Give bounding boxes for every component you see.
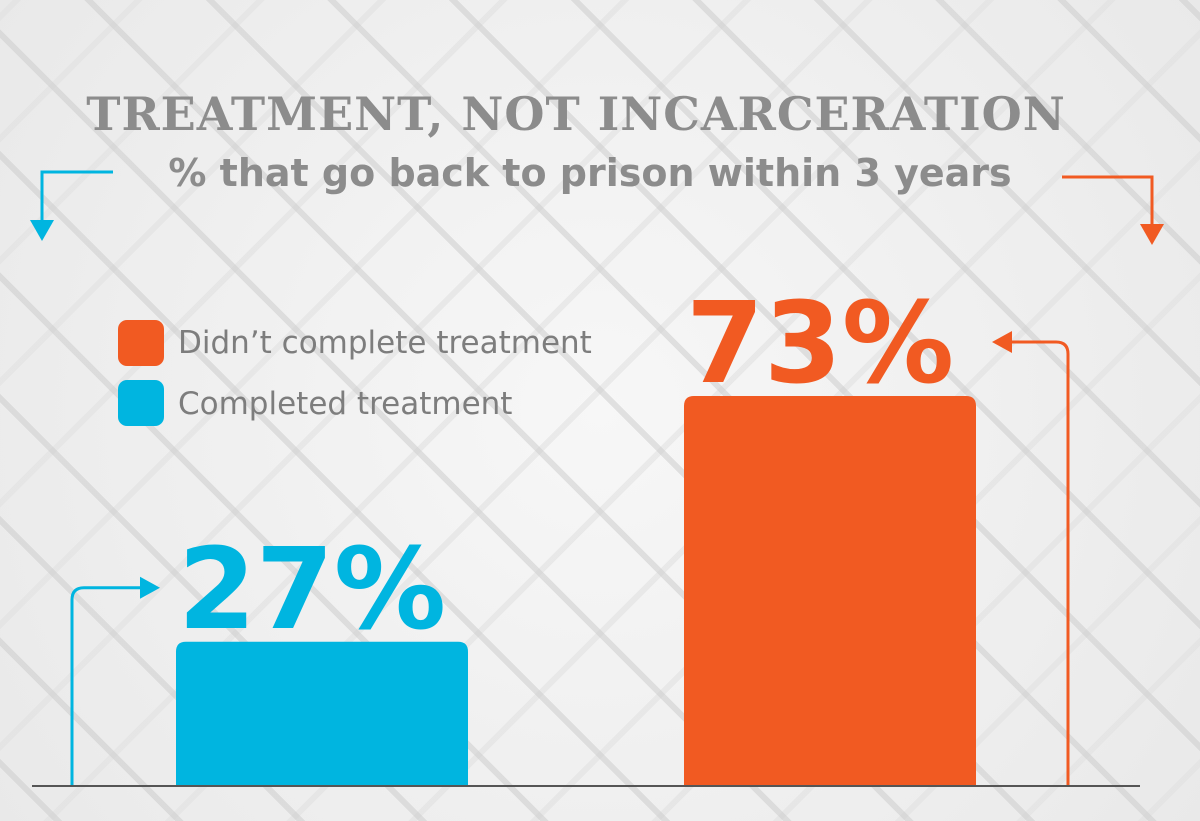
legend-swatch-not-completed <box>118 320 164 366</box>
left-arrow-icon <box>30 170 113 241</box>
chart-subtitle: % that go back to prison within 3 years <box>168 151 1011 195</box>
data-label-completed: 27% <box>178 525 446 655</box>
connector-line-completed <box>70 586 142 786</box>
legend-label-not-completed: Didn’t complete treatment <box>178 325 592 361</box>
legend-label-completed: Completed treatment <box>178 386 512 422</box>
connector-arrow-icon-completed <box>140 576 160 599</box>
data-label-not-completed: 73% <box>686 279 954 409</box>
legend: Didn’t complete treatment Completed trea… <box>118 320 592 426</box>
bars: 27% 73% <box>70 279 1070 786</box>
connector-arrow-icon-not-completed <box>992 331 1012 353</box>
bar-completed <box>176 641 468 786</box>
legend-swatch-completed <box>118 380 164 426</box>
chart-title: TREATMENT, NOT INCARCERATION <box>86 87 1066 141</box>
right-arrow-icon <box>1062 175 1164 245</box>
connector-line-not-completed <box>1010 340 1070 786</box>
bar-not-completed <box>684 396 976 786</box>
